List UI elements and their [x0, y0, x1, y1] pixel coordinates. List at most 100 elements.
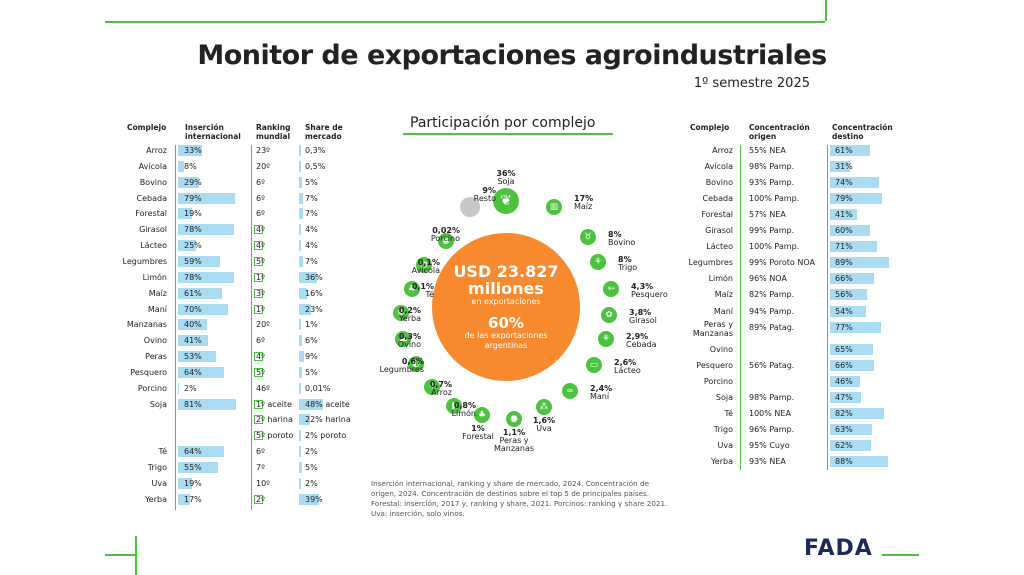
destino-value: 56%	[835, 290, 853, 300]
destino-value: 60%	[835, 226, 853, 236]
sector-pct: 8%	[608, 230, 622, 239]
insercion-bar	[178, 255, 221, 267]
right-row-name: Maíz	[714, 290, 733, 300]
share-value: 0,3%	[305, 146, 326, 155]
sector-label: 0,1% Té	[374, 283, 434, 299]
left-row-name: Avícola	[138, 161, 167, 171]
sector-name: Peras y Manzanas	[493, 436, 535, 453]
left-row-name: Té	[158, 447, 167, 457]
destino-value: 74%	[835, 178, 853, 188]
insercion-bar	[178, 192, 235, 204]
insercion-value: 78%	[184, 272, 202, 282]
ranking-value: 2º	[256, 494, 265, 504]
sector-pct: 1,1%	[502, 428, 526, 437]
sector-label: 1,6% Uva	[514, 417, 574, 433]
origen-value: 96% Pamp.	[749, 424, 795, 434]
origen-value: 89% Patag.	[749, 322, 795, 332]
share-value: 1%	[305, 320, 318, 330]
sector-pct: 0,6%	[401, 357, 424, 366]
share-bar	[299, 366, 302, 378]
insercion-value: 19%	[184, 478, 202, 488]
cow-icon: ♉	[580, 229, 596, 245]
chicken-icon: ◔	[416, 257, 432, 273]
ranking-value: 6º	[256, 209, 265, 219]
insercion-bar	[178, 398, 237, 410]
sector-pct: 2,9%	[626, 332, 649, 341]
left-row-name: Pesquero	[130, 367, 167, 377]
origen-value: 100% Pamp.	[749, 194, 800, 204]
left-rank-divider	[251, 145, 252, 510]
ranking-highlight-box	[254, 272, 263, 282]
insercion-bar	[178, 462, 218, 473]
insercion-value: 17%	[184, 494, 202, 504]
sector-name: Cebada	[626, 340, 657, 349]
destino-bar	[830, 359, 874, 371]
insercion-value: 8%	[184, 161, 197, 171]
share-bar	[299, 462, 302, 473]
soy-icon: ❦	[493, 188, 519, 214]
right-header-origen: Concentración origen	[749, 123, 810, 141]
wheat-icon: ⚘	[590, 254, 606, 270]
right-row-name: Té	[724, 408, 733, 418]
sector-name: Forestal	[462, 432, 494, 441]
share-bar	[299, 287, 307, 299]
origen-value: 82% Pamp.	[749, 290, 795, 300]
insercion-bar	[178, 145, 202, 156]
insercion-value: 53%	[184, 352, 202, 362]
sector-pct: 0,7%	[429, 380, 452, 389]
share-value: 4%	[305, 225, 318, 235]
origen-value: 100% NEA	[749, 408, 791, 418]
fada-logo: FADA	[804, 536, 873, 561]
sector-label: 2,4% Maní	[590, 385, 640, 401]
share-value: 2%	[305, 447, 318, 457]
ranking-value: 10º	[256, 478, 270, 488]
share-bar	[299, 351, 304, 363]
left-row-name: Trigo	[147, 463, 167, 472]
destino-value: 61%	[835, 146, 853, 155]
share-value: 0,5%	[305, 161, 326, 171]
origen-value: 95% Cuyo	[749, 440, 790, 450]
destino-bar	[830, 391, 862, 403]
right-row-name: Porcino	[703, 376, 733, 386]
sector-label: 1,1% Peras y Manzanas	[484, 429, 544, 453]
share-bar	[299, 477, 301, 489]
sector-name: Yerba	[398, 314, 421, 323]
destino-bar	[830, 241, 877, 253]
sector-pct: 0,8%	[453, 401, 476, 410]
sector-name: Porcino	[430, 234, 460, 243]
share-value: 5%	[305, 367, 318, 377]
milk-icon: ▭	[586, 357, 602, 373]
right-row-name: Ovino	[709, 344, 733, 354]
rest-icon	[460, 197, 480, 217]
origen-value: 100% Pamp.	[749, 242, 800, 252]
destino-bar	[830, 161, 851, 173]
destino-value: 88%	[835, 456, 853, 466]
sector-label: 8% Trigo	[618, 256, 668, 272]
left-name-divider	[175, 145, 176, 510]
share-bar	[299, 414, 310, 426]
share-value: 5%	[305, 177, 318, 187]
left-header-complejo: Complejo	[127, 123, 167, 132]
destino-bar	[830, 407, 885, 419]
origen-value: 55% NEA	[749, 146, 786, 155]
sector-pct: 36%	[496, 169, 516, 178]
insercion-bar	[178, 271, 235, 283]
destino-bar	[830, 439, 871, 451]
destino-bar	[830, 321, 881, 333]
ranking-highlight-box	[254, 304, 263, 314]
left-row-name: Girasol	[139, 225, 167, 235]
insercion-value: 59%	[184, 256, 202, 266]
ranking-highlight-box	[254, 256, 263, 266]
insercion-bar	[178, 287, 222, 299]
sector-label: 0,6% Legumbres	[364, 358, 424, 374]
ranking-highlight-box	[254, 431, 263, 441]
sector-label: 17% Maíz	[574, 195, 624, 211]
share-value: 2%	[305, 478, 318, 488]
ranking-value: 5º	[256, 367, 265, 377]
sector-name: Uva	[536, 424, 552, 433]
ranking-highlight-box	[254, 494, 263, 504]
sector-label: 9% Resto	[436, 187, 496, 203]
ranking-value: 46º	[256, 383, 270, 393]
destino-value: 66%	[835, 274, 853, 284]
ranking-value: 23º	[256, 146, 270, 155]
